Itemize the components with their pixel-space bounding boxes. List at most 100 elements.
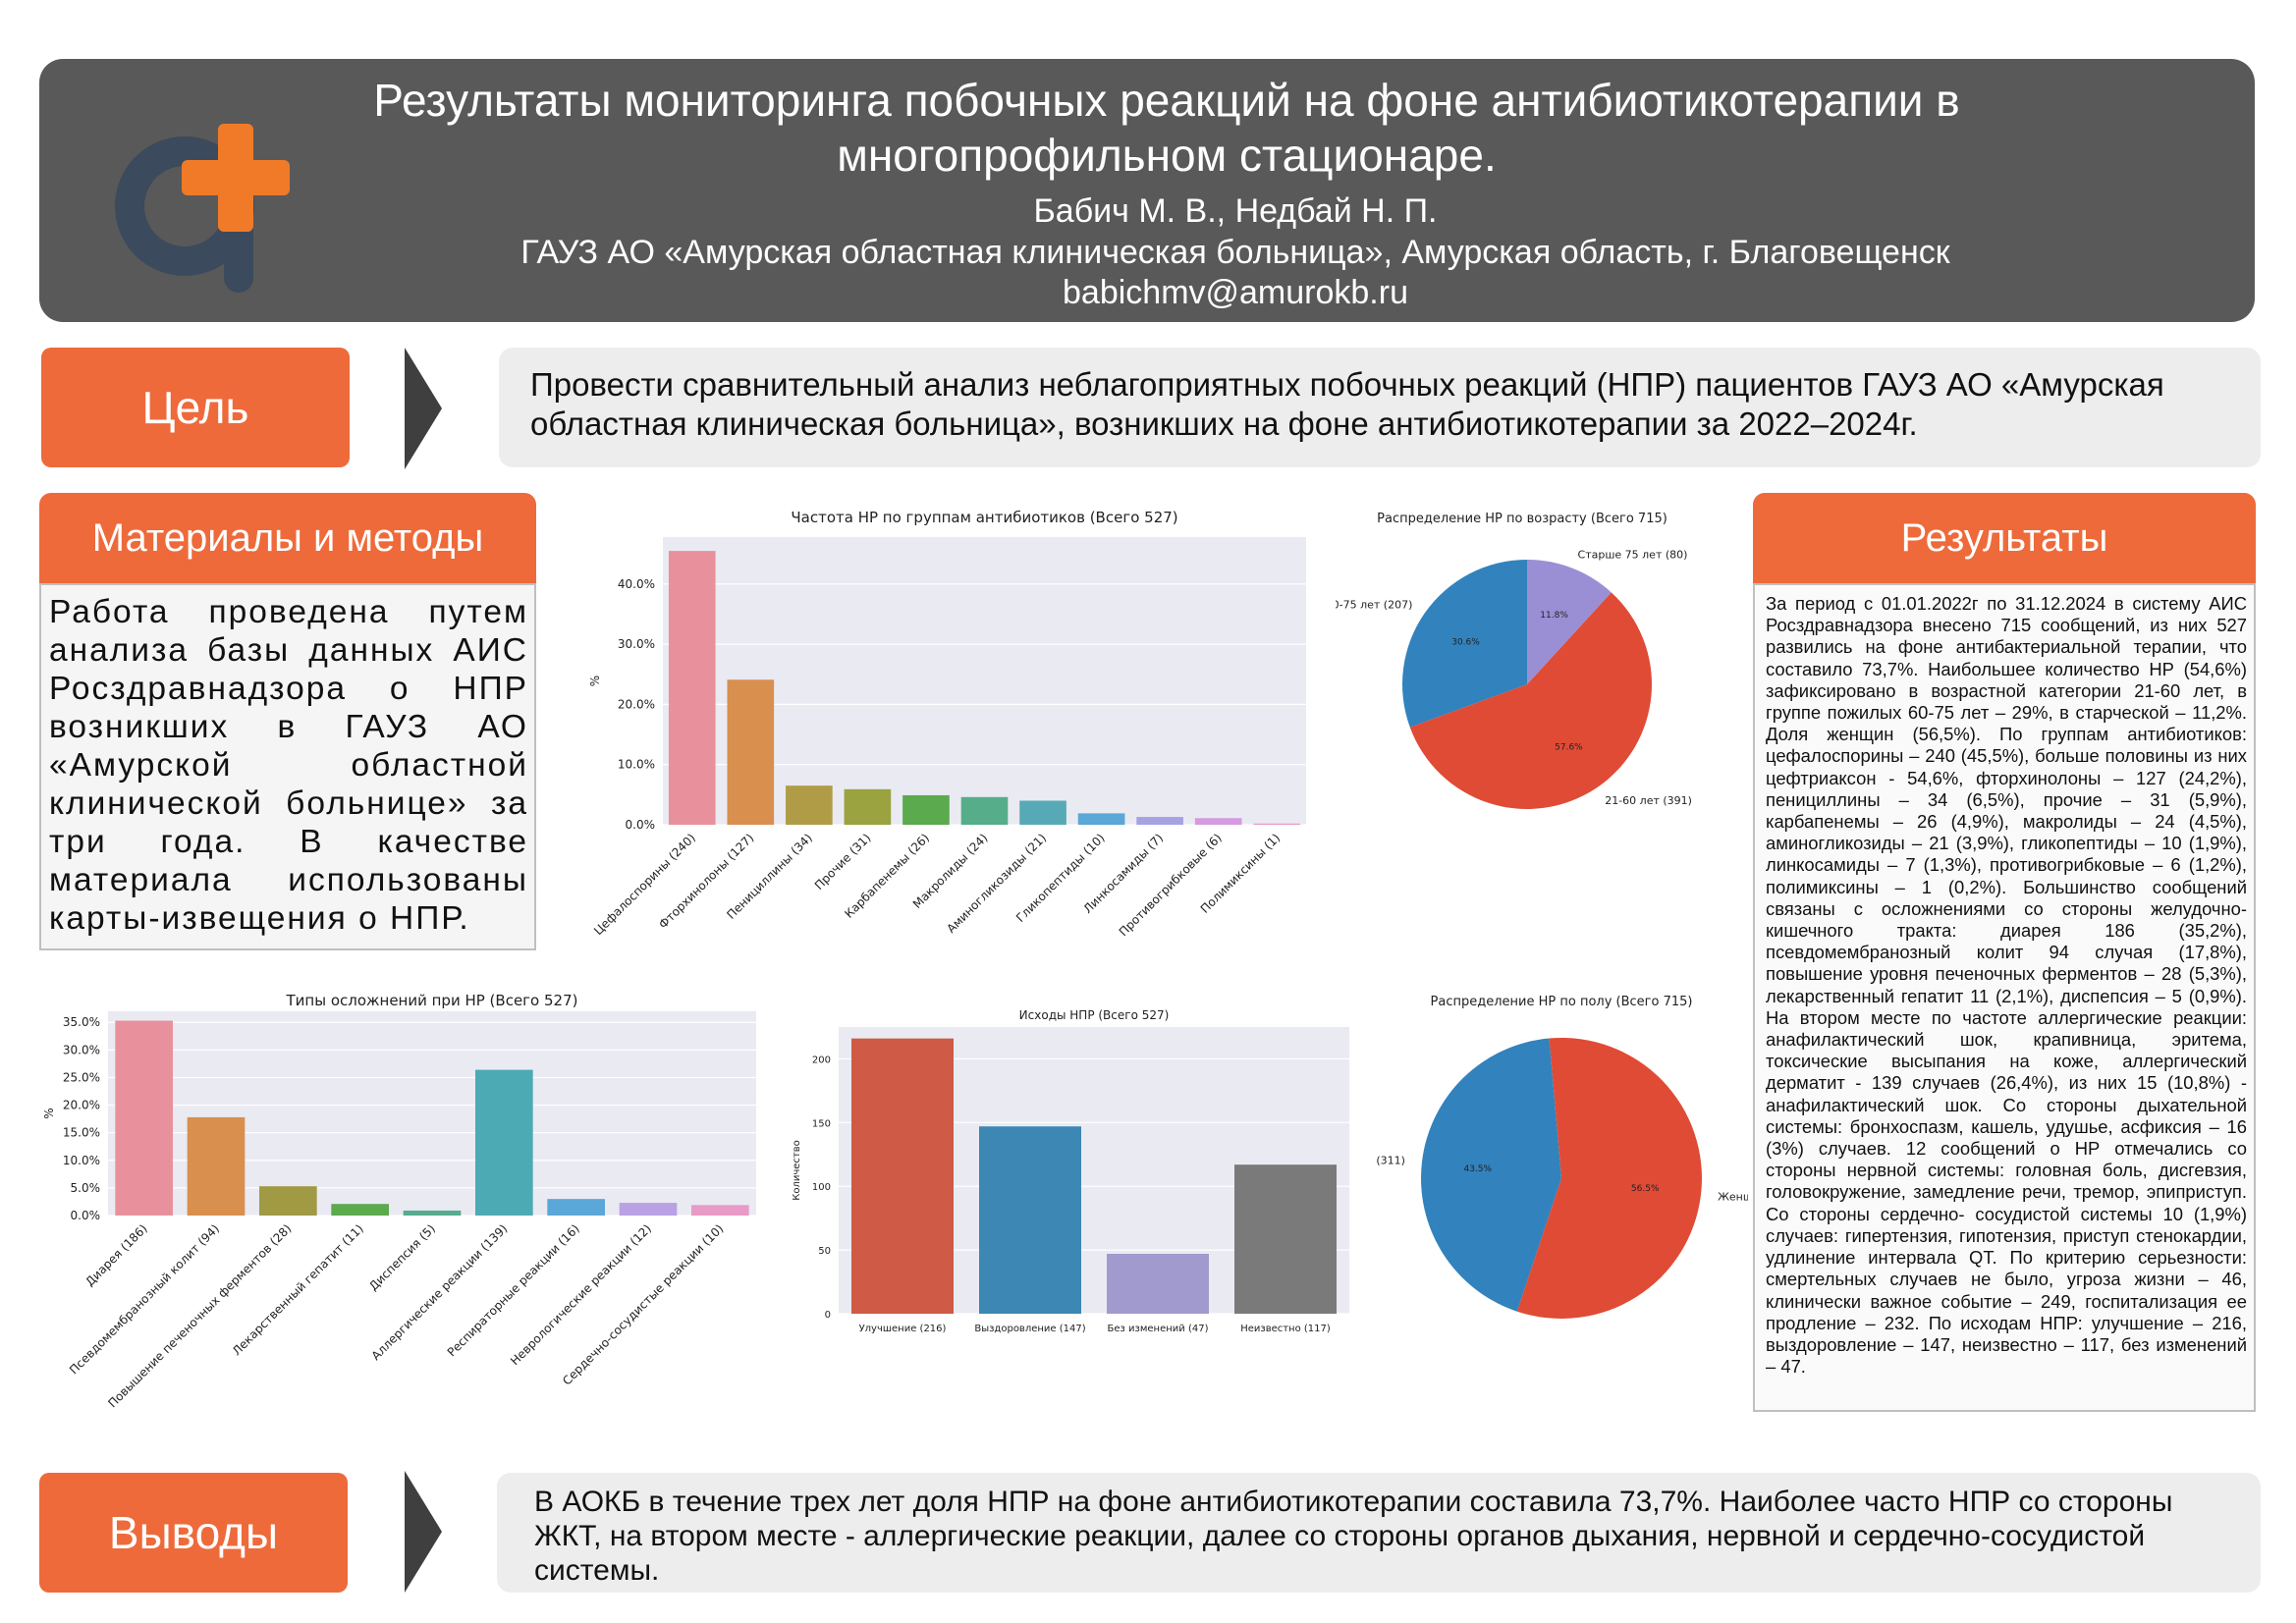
- y-tick-label: 30.0%: [63, 1043, 100, 1056]
- chart-title: Распределение НР по возрасту (Всего 715): [1377, 512, 1667, 526]
- pie-label: 60-75 лет (207): [1336, 599, 1412, 612]
- pie-slice: [1409, 592, 1652, 809]
- affiliation: ГАУЗ АО «Амурская областная клиническая …: [520, 234, 1950, 271]
- methods-text: Работа проведена путем анализа базы данн…: [49, 594, 528, 937]
- conclusions-arrow-icon: [405, 1471, 442, 1593]
- bar: [187, 1116, 246, 1216]
- complication-types-bar-chart: Типы осложнений при НР (Всего 527) 0.0% 5.…: [42, 992, 756, 1410]
- y-axis-label: %: [42, 1108, 56, 1118]
- antibiotic-groups-bar-chart: Частота НР по группам антибиотиков (Всег…: [588, 509, 1306, 939]
- y-tick-label: 200: [812, 1055, 831, 1065]
- bar: [403, 1210, 462, 1216]
- bar: [979, 1126, 1081, 1314]
- x-tick-label: Лекарственный гепатит (11): [230, 1221, 366, 1358]
- bar: [1234, 1164, 1337, 1314]
- y-tick-label: 35.0%: [63, 1015, 100, 1029]
- x-tick-label: Аминогликозиды (21): [944, 831, 1049, 936]
- pie-label: Мужчины (311): [1375, 1154, 1405, 1166]
- x-tick-label: Без изменений (47): [1108, 1324, 1209, 1334]
- bar: [1194, 818, 1242, 825]
- y-tick-label: 40.0%: [618, 577, 655, 591]
- pie-label: Старше 75 лет (80): [1578, 548, 1688, 561]
- y-tick-label: 150: [812, 1118, 831, 1129]
- results-label: Результаты: [1753, 493, 2256, 583]
- conclusions-text: В АОКБ в течение трех лет доля НПР на фо…: [534, 1486, 2173, 1587]
- results-text: За период с 01.01.2022г по 31.12.2024 в …: [1766, 593, 2247, 1378]
- goal-arrow-icon: [405, 348, 442, 469]
- poster-title: Результаты мониторинга побочных реакций …: [373, 75, 1960, 181]
- pie-pct-label: 57.6%: [1555, 742, 1583, 752]
- bar: [851, 1038, 954, 1314]
- y-tick-label: 30.0%: [618, 637, 655, 651]
- x-tick-label: Цефалоспорины (240): [591, 831, 698, 938]
- x-tick-label: Выздоровление (147): [974, 1324, 1085, 1334]
- y-tick-label: 10.0%: [618, 758, 655, 772]
- bar: [844, 788, 892, 825]
- goal-box: [499, 348, 2261, 467]
- x-tick-label: Противогрибковые (6): [1117, 831, 1225, 939]
- x-tick-label: Фторхинолоны (127): [656, 831, 756, 931]
- y-tick-label: 20.0%: [63, 1099, 100, 1112]
- y-tick-label: 100: [812, 1182, 831, 1193]
- x-tick-label: Респираторные реакции (16): [445, 1221, 582, 1359]
- bar: [786, 785, 833, 825]
- results-box: [1753, 583, 2256, 1412]
- conclusions-label: Выводы: [39, 1473, 348, 1593]
- sex-distribution-pie-chart: Распределение НР по полу (Всего 715) 43.5…: [1375, 995, 1748, 1319]
- conclusions-box: [497, 1473, 2261, 1593]
- pie-slice: [1402, 560, 1527, 728]
- x-tick-label: Сердечно-сосудистые реакции (10): [560, 1221, 726, 1387]
- pie-label: Женщины (404): [1718, 1191, 1748, 1204]
- methods-label: Материалы и методы: [39, 493, 536, 583]
- x-tick-label: Улучшение (216): [859, 1324, 947, 1334]
- pie-pct-label: 43.5%: [1463, 1164, 1492, 1174]
- pie-slice: [1527, 560, 1612, 684]
- goal-text: Провести сравнительный анализ неблагопри…: [530, 366, 2164, 442]
- chart-title: Частота НР по группам антибиотиков (Всег…: [791, 509, 1177, 526]
- y-axis-label: %: [588, 676, 602, 686]
- chart-title: Исходы НПР (Всего 527): [1019, 1008, 1170, 1022]
- bar: [1107, 1254, 1209, 1314]
- y-tick-label: 0.0%: [626, 818, 656, 832]
- pie-slice: [1516, 1038, 1702, 1319]
- y-tick-label: 10.0%: [63, 1154, 100, 1167]
- y-axis-label: Количество: [792, 1140, 802, 1201]
- bar: [902, 794, 950, 825]
- x-tick-label: Прочие (31): [812, 831, 874, 893]
- bar: [1019, 800, 1066, 825]
- bar: [619, 1203, 678, 1216]
- methods-box: [39, 583, 536, 950]
- bar: [115, 1020, 173, 1216]
- bar: [475, 1069, 533, 1216]
- poster-header: Результаты мониторинга побочных реакций …: [39, 59, 2255, 322]
- bar: [668, 551, 716, 825]
- y-tick-label: 25.0%: [63, 1070, 100, 1084]
- email: babichmv@amurokb.ru: [1063, 274, 1408, 311]
- pie-pct-label: 11.8%: [1540, 611, 1568, 621]
- outcomes-bar-chart: Исходы НПР (Всего 527) 0 50 100 150 200 Количе…: [792, 1008, 1349, 1334]
- bar: [331, 1204, 389, 1216]
- bar: [691, 1205, 749, 1216]
- y-tick-label: 50: [818, 1246, 831, 1257]
- bar: [727, 679, 775, 825]
- goal-label: Цель: [41, 348, 350, 467]
- pie-label: 21-60 лет (391): [1605, 794, 1692, 807]
- x-tick-label: Псевдомембранозный колит (94): [67, 1221, 222, 1377]
- y-tick-label: 5.0%: [71, 1181, 101, 1195]
- pie-pct-label: 56.5%: [1631, 1184, 1660, 1194]
- x-tick-label: Неврологические реакции (12): [508, 1221, 654, 1368]
- x-tick-label: Диспепсия (5): [366, 1221, 438, 1293]
- y-tick-label: 15.0%: [63, 1126, 100, 1140]
- bar: [547, 1199, 605, 1216]
- pie-pct-label: 30.6%: [1451, 637, 1480, 647]
- bar: [1136, 817, 1183, 825]
- authors: Бабич М. В., Недбай Н. П.: [1033, 192, 1438, 230]
- chart-title: Типы осложнений при НР (Всего 527): [285, 992, 577, 1009]
- hospital-logo-icon: [115, 124, 290, 293]
- y-tick-label: 20.0%: [618, 697, 655, 711]
- age-distribution-pie-chart: Распределение НР по возрасту (Всего 715)…: [1336, 512, 1692, 809]
- y-tick-label: 0: [825, 1310, 831, 1321]
- chart-title: Распределение НР по полу (Всего 715): [1431, 995, 1693, 1009]
- bar: [1253, 823, 1301, 825]
- x-tick-label: Аллергические реакции (139): [369, 1221, 511, 1363]
